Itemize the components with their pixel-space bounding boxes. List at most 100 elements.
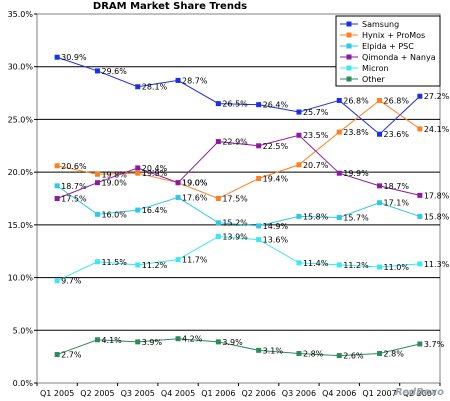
data-point (215, 233, 221, 239)
data-point (135, 84, 141, 90)
data-label: 11.7% (182, 256, 208, 265)
data-label: 26.5% (222, 100, 248, 109)
data-label: 2.6% (343, 352, 364, 361)
data-point (215, 339, 221, 345)
data-point (215, 196, 221, 201)
legend-label: Samsung (362, 20, 399, 29)
watermark-logo: RedBoxo (395, 387, 444, 398)
data-point (175, 336, 181, 342)
data-point (336, 170, 342, 176)
data-point (175, 194, 181, 200)
data-label: 30.9% (61, 53, 87, 62)
data-label: 26.8% (384, 96, 410, 105)
data-point (54, 54, 60, 60)
legend-marker (346, 43, 352, 49)
series-line (56, 56, 421, 135)
data-point (256, 102, 262, 108)
data-point (94, 171, 100, 177)
data-point (54, 196, 60, 201)
data-label: 15.8% (424, 212, 450, 221)
data-label: 3.1% (263, 346, 284, 355)
x-tick-label: Q2 2005 (80, 389, 114, 398)
data-label: 24.1% (424, 125, 450, 134)
data-label: 17.8% (424, 191, 450, 200)
data-label: 2.8% (384, 349, 405, 358)
data-point (417, 126, 423, 132)
data-point (336, 97, 342, 103)
data-point (54, 278, 60, 284)
data-label: 3.9% (222, 338, 243, 347)
data-point (336, 129, 342, 135)
series-line (57, 99, 421, 200)
data-label: 15.8% (303, 212, 329, 221)
x-tick-label: Q1 2006 (201, 389, 235, 398)
data-point (417, 213, 423, 219)
legend-label: Other (362, 75, 385, 84)
data-point (377, 200, 383, 206)
data-point (417, 93, 423, 99)
legend-marker (346, 65, 352, 71)
y-tick-label: 10.0% (8, 274, 34, 283)
data-label: 28.1% (142, 83, 168, 92)
data-point (94, 180, 100, 186)
data-point (175, 180, 181, 186)
x-tick-label: Q2 2007 (403, 389, 437, 398)
data-point (256, 347, 262, 353)
data-point (296, 162, 302, 168)
data-label: 2.7% (61, 351, 82, 360)
legend-label: Micron (362, 64, 389, 73)
data-label: 22.9% (222, 138, 248, 147)
data-label: 11.2% (142, 261, 168, 270)
data-label: 9.7% (61, 277, 82, 286)
data-label: 16.0% (101, 210, 127, 219)
y-tick-label: 35.0% (8, 10, 34, 19)
legend-box (335, 15, 441, 87)
data-label: 3.7% (424, 340, 445, 349)
data-point (54, 352, 60, 358)
data-point (135, 339, 141, 345)
data-point (256, 237, 262, 243)
data-point (54, 183, 60, 189)
data-point (296, 260, 302, 266)
data-point (377, 350, 383, 356)
data-label: 19.4% (263, 174, 289, 183)
data-label: 26.8% (343, 96, 369, 105)
data-point (296, 109, 302, 115)
series-line (56, 134, 420, 199)
data-point (417, 341, 423, 347)
x-tick-label: Q1 2007 (362, 389, 396, 398)
series-line (56, 185, 421, 227)
data-label: 14.9% (263, 222, 289, 231)
data-point (377, 264, 383, 270)
data-point (417, 261, 423, 267)
x-tick-label: Q2 2006 (242, 389, 276, 398)
data-point (94, 337, 100, 343)
y-tick-label: 25.0% (8, 115, 34, 124)
data-point (377, 131, 383, 137)
legend-marker (346, 54, 352, 60)
data-point (296, 350, 302, 356)
data-label: 16.4% (142, 206, 168, 215)
data-point (175, 257, 181, 263)
legend-marker (346, 21, 352, 27)
data-label: 19.0% (101, 179, 127, 188)
data-label: 20.7% (303, 161, 329, 170)
data-point (94, 68, 100, 74)
data-point (377, 97, 383, 103)
data-point (175, 77, 181, 83)
data-label: 19.0% (182, 179, 208, 188)
x-tick-label: Q3 2005 (121, 389, 155, 398)
data-point (215, 139, 221, 145)
data-label: 27.2% (424, 92, 450, 101)
y-tick-label: 5.0% (13, 326, 34, 335)
data-point (336, 214, 342, 220)
data-label: 18.7% (384, 182, 410, 191)
series-line (56, 338, 420, 357)
data-label: 19.9% (343, 169, 369, 178)
data-label: 17.5% (61, 195, 87, 204)
data-label: 13.9% (222, 232, 248, 241)
data-label: 23.8% (343, 128, 369, 137)
data-label: 15.2% (222, 219, 248, 228)
data-label: 15.7% (343, 213, 369, 222)
